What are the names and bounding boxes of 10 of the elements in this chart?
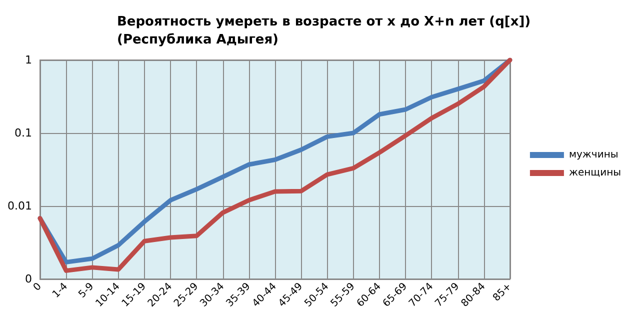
x-tick-label: 1-4 <box>50 281 70 300</box>
legend-label: женщины <box>568 168 622 178</box>
x-tick-label: 5-9 <box>76 281 96 300</box>
legend-label: мужчины <box>568 150 618 160</box>
y-tick-label: 0.1 <box>14 126 32 140</box>
y-tick-label: 0.01 <box>8 200 32 212</box>
x-tick-label: 85+ <box>491 281 514 304</box>
y-tick-label: 1 <box>25 54 32 66</box>
y-tick-label: 0 <box>25 272 32 286</box>
chart-title: Вероятность умереть в возрасте от x до X+n лет (q[x]) (Республика Адыгея) <box>117 14 531 48</box>
